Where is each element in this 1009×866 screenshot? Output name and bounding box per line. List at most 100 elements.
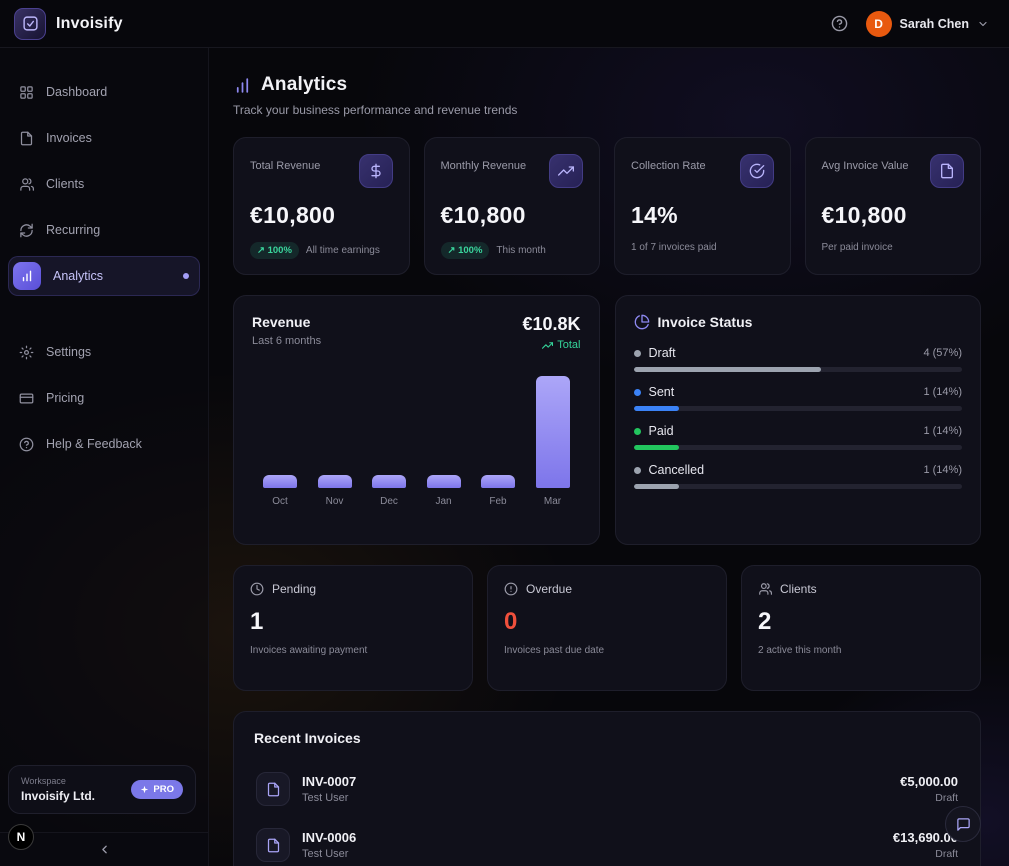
summary-caption: Invoices past due date [504, 645, 605, 656]
invoice-id: INV-0007 [302, 774, 357, 789]
page-subtitle: Track your business performance and reve… [233, 103, 518, 117]
stat-card-collection-rate: Collection Rate 14% 1 of 7 invoices paid [614, 137, 791, 275]
workspace-label: Workspace [21, 776, 66, 786]
pro-badge: PRO [131, 780, 183, 799]
chevron-down-icon [977, 18, 989, 30]
stat-value: €10,800 [821, 202, 907, 228]
stat-value: €10,800 [250, 202, 336, 228]
progress-track [633, 406, 962, 411]
sidebar-item-settings[interactable]: Settings [8, 332, 200, 372]
status-row-paid: Paid 1 (14%) [633, 424, 962, 450]
alert-circle-icon [504, 582, 518, 596]
chat-fab-button[interactable] [945, 806, 981, 842]
status-count: 1 (14%) [923, 386, 962, 398]
invoice-status-panel: Invoice Status Draft 4 (57%) [614, 295, 981, 545]
revenue-bar-chart: Oct Nov Dec Jan Feb Mar [252, 365, 581, 507]
revenue-panel: Revenue Last 6 months €10.8K Total Oct N… [233, 295, 600, 545]
stat-card-avg-invoice-value: Avg Invoice Value €10,800 Per paid invoi… [804, 137, 981, 275]
stat-label: Total Revenue [250, 160, 321, 172]
status-dot [633, 427, 641, 435]
stat-caption: All time earnings [305, 245, 380, 256]
invoice-id: INV-0006 [302, 830, 357, 845]
status-label: Sent [648, 385, 675, 399]
status-row-draft: Draft 4 (57%) [633, 346, 962, 372]
growth-badge: ↗ 100% [250, 242, 299, 259]
sidebar-item-label: Dashboard [46, 85, 108, 99]
refresh-icon [18, 222, 34, 238]
sidebar-item-clients[interactable]: Clients [8, 164, 200, 204]
page-title: Analytics [261, 74, 348, 95]
dev-n-badge[interactable]: N [8, 824, 34, 850]
topbar: Invoisify D Sarah Chen [0, 0, 1009, 48]
stat-value: 14% [631, 202, 678, 228]
sidebar-collapse-button[interactable] [0, 832, 208, 866]
page-header: Analytics [233, 74, 981, 96]
x-tick-label: Feb [489, 496, 507, 507]
users-icon [18, 176, 34, 192]
invoice-status: Draft [935, 848, 958, 860]
summary-cards-row: Pending 1 Invoices awaiting payment Over… [233, 565, 981, 691]
status-label: Draft [648, 346, 676, 360]
help-icon[interactable] [826, 10, 854, 38]
sidebar-item-label: Help & Feedback [46, 437, 142, 451]
progress-fill [633, 406, 680, 411]
invoice-row[interactable]: INV-0007 Test User €5,000.00 Draft [254, 764, 960, 814]
status-count: 4 (57%) [923, 347, 962, 359]
summary-card-overdue: Overdue 0 Invoices past due date [487, 565, 727, 691]
sidebar-item-label: Pricing [46, 391, 85, 405]
invoice-client: Test User [302, 848, 349, 860]
revenue-total: €10.8K [522, 314, 581, 334]
workspace-card[interactable]: Workspace Invoisify Ltd. PRO [8, 765, 196, 814]
revenue-bar [372, 475, 406, 488]
stat-value: €10,800 [440, 202, 526, 228]
status-count: 1 (14%) [923, 464, 962, 476]
x-tick-label: Mar [543, 496, 562, 507]
revenue-bar [317, 475, 352, 488]
workspace-info: Workspace Invoisify Ltd. [21, 776, 95, 803]
trending-up-icon [549, 154, 583, 188]
sidebar-item-recurring[interactable]: Recurring [8, 210, 200, 250]
sidebar-item-help-feedback[interactable]: Help & Feedback [8, 424, 200, 464]
sidebar-item-dashboard[interactable]: Dashboard [8, 72, 200, 112]
progress-track [633, 367, 962, 372]
sidebar-item-pricing[interactable]: Pricing [8, 378, 200, 418]
progress-fill [633, 367, 821, 372]
sidebar-item-label: Recurring [46, 223, 101, 237]
stat-caption: This month [496, 245, 546, 256]
sidebar-item-analytics[interactable]: Analytics [8, 256, 200, 296]
sidebar-item-label: Analytics [53, 269, 104, 283]
stat-label: Monthly Revenue [440, 160, 527, 172]
stat-label: Collection Rate [631, 160, 706, 172]
recent-invoices-panel: Recent Invoices INV-0007 Test User €5,00… [233, 711, 981, 866]
stat-caption: Per paid invoice [821, 242, 893, 253]
user-name: Sarah Chen [899, 16, 969, 31]
summary-label: Overdue [526, 582, 573, 596]
users-icon [758, 582, 772, 596]
revenue-subtitle: Last 6 months [252, 335, 322, 347]
nav-group-divider [8, 302, 200, 332]
avatar: D [865, 10, 892, 37]
sidebar-nav: Dashboard Invoices Clients Recurring Ana… [0, 48, 208, 464]
revenue-bar [426, 475, 461, 488]
sidebar-item-invoices[interactable]: Invoices [8, 118, 200, 158]
status-count: 1 (14%) [923, 425, 962, 437]
sidebar-item-label: Clients [46, 177, 85, 191]
brand[interactable]: Invoisify [14, 7, 123, 40]
invoice-status-title: Invoice Status [657, 314, 753, 330]
trending-up-icon [542, 341, 554, 349]
chevron-left-icon [101, 845, 107, 854]
check-circle-icon [739, 154, 774, 188]
user-menu[interactable]: D Sarah Chen [865, 10, 989, 37]
credit-card-icon [18, 390, 34, 406]
sidebar-item-label: Settings [46, 345, 92, 359]
invoice-file-icon [256, 828, 290, 862]
app-title: Invoisify [56, 14, 123, 32]
invoice-icon [18, 130, 34, 146]
revenue-total-badge: Total [522, 339, 581, 351]
sidebar-item-label: Invoices [46, 131, 92, 145]
invoice-row[interactable]: INV-0006 Test User €13,690.00 Draft [254, 820, 960, 866]
overdue-value: 0 [504, 608, 518, 635]
revenue-bar [481, 475, 515, 488]
x-tick-label: Nov [325, 496, 344, 507]
